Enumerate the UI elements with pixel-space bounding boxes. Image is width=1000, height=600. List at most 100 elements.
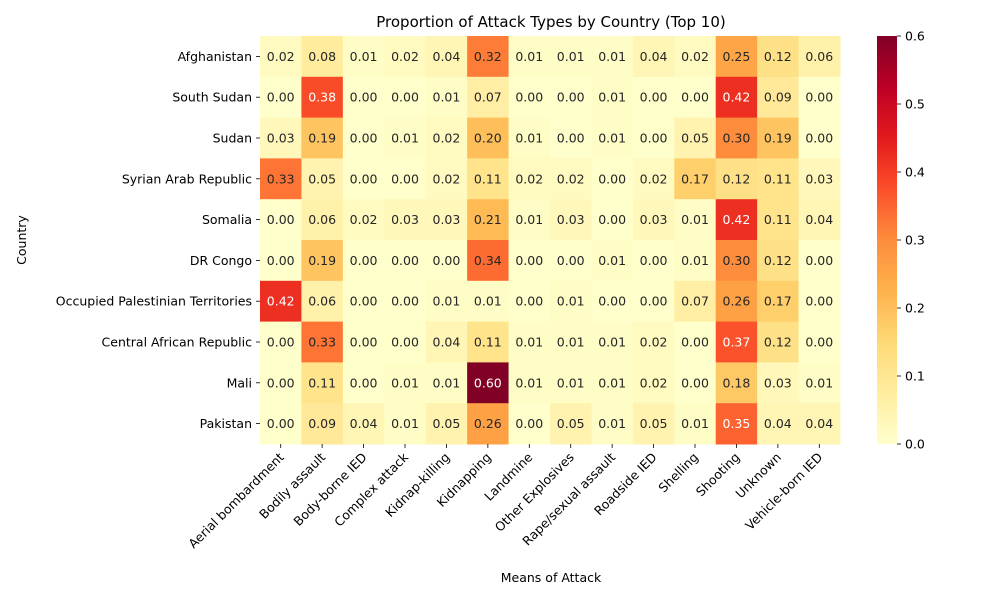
heatmap-cell (715, 117, 758, 159)
cell-value-label: 0.00 (640, 294, 668, 309)
cell-value-label: 0.01 (391, 131, 419, 146)
cell-value-label: 0.02 (515, 171, 543, 186)
heatmap-cell (757, 240, 800, 282)
cell-value-label: 0.00 (805, 131, 833, 146)
cell-value-label: 0.00 (267, 212, 295, 227)
heatmap-cell (632, 36, 675, 78)
heatmap-cell (467, 158, 510, 200)
cell-value-label: 0.42 (723, 90, 751, 105)
heatmap-cell (715, 158, 758, 200)
heatmap-cell (467, 280, 510, 323)
cell-value-label: 0.01 (598, 335, 626, 350)
colorbar-ticks: 0.0 0.1 0.2 0.3 0.4 0.5 0.6 (897, 29, 925, 452)
heatmap-cell (508, 76, 551, 119)
heatmap-cell (384, 76, 427, 119)
heatmap-cell (467, 117, 510, 159)
cell-value-label: 0.42 (723, 212, 751, 227)
cell-value-label: 0.04 (433, 49, 461, 64)
y-tick-label: Occupied Palestinian Territories (56, 294, 252, 309)
y-tick-labels: Afghanistan South Sudan Sudan Syrian Arab R… (56, 49, 260, 431)
heatmap-cell (342, 117, 385, 159)
cell-value-label: 0.34 (474, 253, 502, 268)
cell-value-label: 0.07 (681, 294, 709, 309)
cell-value-label: 0.09 (308, 416, 336, 431)
heatmap-cell (508, 240, 551, 282)
cell-value-label: 0.33 (267, 171, 295, 186)
cell-value-label: 0.02 (557, 171, 585, 186)
y-tick-label: Mali (227, 375, 252, 390)
cell-value-label: 0.00 (557, 253, 585, 268)
heatmap-cell (467, 76, 510, 119)
heatmap-cell (798, 199, 841, 241)
heatmap-cell (301, 199, 344, 241)
heatmap-cell (550, 280, 592, 323)
heatmap-cell (715, 362, 758, 404)
cell-value-label: 0.11 (764, 171, 792, 186)
cell-value-label: 0.09 (764, 90, 792, 105)
heatmap-cell (342, 240, 385, 282)
heatmap-cell (632, 199, 675, 241)
cell-value-label: 0.32 (474, 49, 502, 64)
heatmap-cell (715, 76, 758, 119)
heatmap-cell (425, 362, 468, 404)
cell-value-label: 0.00 (640, 131, 668, 146)
heatmap-cell (342, 362, 385, 404)
cell-value-label: 0.00 (391, 294, 419, 309)
cell-value-label: 0.01 (515, 131, 543, 146)
heatmap-cell (632, 158, 675, 200)
y-tick-label: Somalia (202, 212, 252, 227)
cell-value-label: 0.07 (474, 90, 502, 105)
heatmap-cell (550, 76, 592, 119)
cell-value-label: 0.19 (308, 253, 336, 268)
heatmap-cell (715, 321, 758, 363)
heatmap-cell (591, 321, 634, 363)
cell-value-label: 0.04 (805, 212, 833, 227)
heatmap-cell (301, 117, 344, 159)
cell-value-label: 0.03 (557, 212, 585, 227)
heatmap-cell (384, 403, 427, 445)
heatmap-cell (425, 117, 468, 159)
y-tick-label: Central African Republic (102, 335, 253, 350)
cell-value-label: 0.19 (764, 131, 792, 146)
colorbar-tick-label: 0.6 (905, 29, 925, 44)
cell-value-label: 0.03 (433, 212, 461, 227)
heatmap-cell (632, 117, 675, 159)
heatmap-cell (715, 36, 758, 78)
cell-value-label: 0.01 (805, 375, 833, 390)
heatmap-cell (342, 158, 385, 200)
cell-value-label: 0.00 (391, 90, 419, 105)
cell-value-label: 0.20 (474, 131, 502, 146)
cell-value-label: 0.17 (764, 294, 792, 309)
cell-value-label: 0.12 (764, 253, 792, 268)
cell-value-label: 0.01 (557, 49, 585, 64)
heatmap-cell (301, 321, 344, 363)
cell-value-label: 0.00 (350, 294, 378, 309)
heatmap-cell (798, 76, 841, 119)
cell-value-label: 0.35 (723, 416, 751, 431)
heatmap-cell (674, 158, 717, 200)
heatmap-cell (384, 117, 427, 159)
heatmap-cell (591, 362, 634, 404)
heatmap-cell (425, 199, 468, 241)
cell-value-label: 0.01 (515, 212, 543, 227)
heatmap-cell (260, 199, 302, 241)
heatmap-cell (674, 36, 717, 78)
heatmap-cell (798, 403, 841, 445)
heatmap-cell (550, 240, 592, 282)
heatmap-cell (384, 280, 427, 323)
heatmap-cell (550, 199, 592, 241)
cell-value-label: 0.02 (350, 212, 378, 227)
cell-value-label: 0.00 (391, 335, 419, 350)
heatmap-cell (384, 36, 427, 78)
heatmap-cell (425, 158, 468, 200)
cell-value-label: 0.00 (433, 253, 461, 268)
heatmap-cell (798, 36, 841, 78)
heatmap-cell (550, 117, 592, 159)
heatmap-cell (550, 403, 592, 445)
heatmap-cell (757, 403, 800, 445)
colorbar-tick-label: 0.1 (905, 369, 925, 384)
cell-value-label: 0.01 (557, 335, 585, 350)
heatmap-cell (467, 362, 510, 404)
cell-value-label: 0.01 (391, 375, 419, 390)
